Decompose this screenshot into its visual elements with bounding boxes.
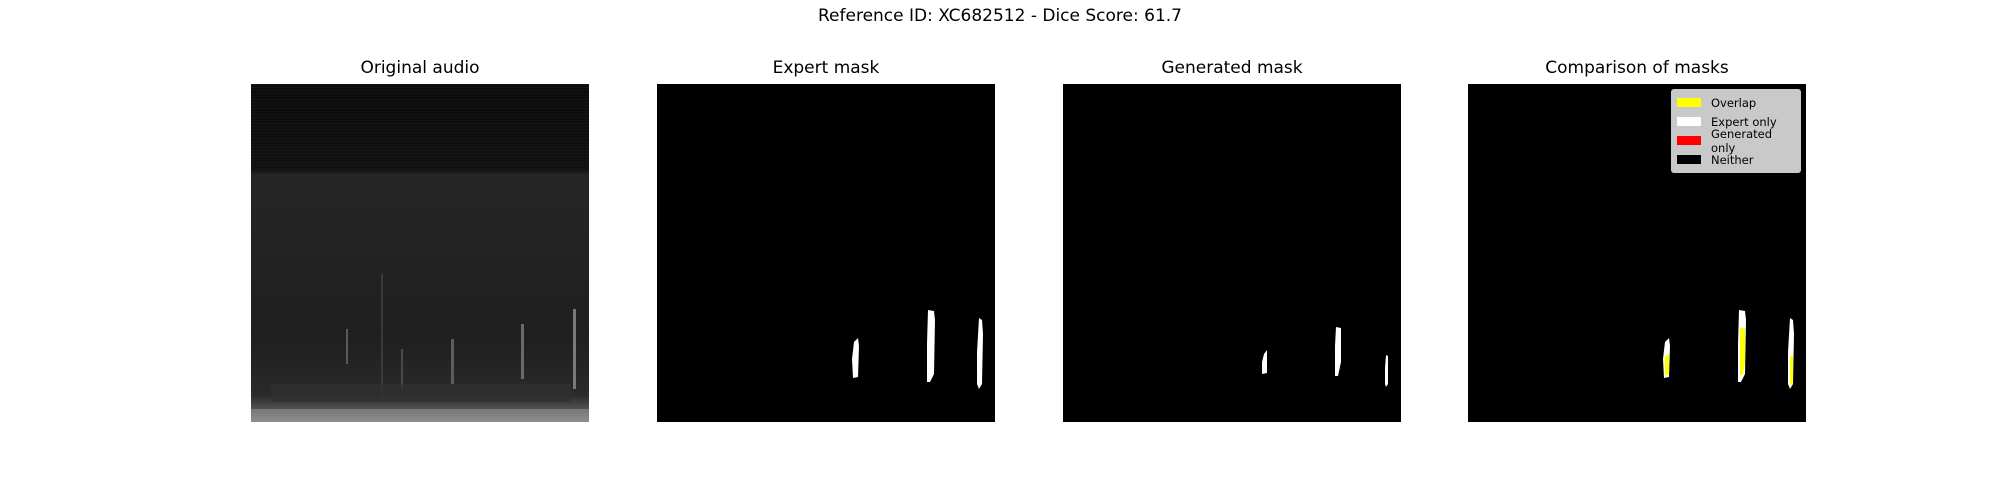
- panel-title-comparison: Comparison of masks: [1545, 58, 1729, 78]
- panel-title-original: Original audio: [360, 58, 480, 78]
- spectrogram-panel: [251, 84, 589, 422]
- panel-title-generated: Generated mask: [1161, 58, 1303, 78]
- generated-mask-region: [1385, 355, 1388, 387]
- legend-label: Expert only: [1711, 114, 1777, 129]
- legend-swatch-generated-only: [1677, 136, 1701, 145]
- generated-mask-region: [1335, 327, 1341, 376]
- legend-item-overlap: Overlap: [1677, 93, 1795, 112]
- legend-swatch-overlap: [1677, 98, 1701, 107]
- legend-label: Neither: [1711, 152, 1754, 167]
- legend: Overlap Expert only Generated only Neith…: [1671, 89, 1801, 173]
- generated-mask-region: [1262, 350, 1267, 374]
- panel-title-expert: Expert mask: [772, 58, 880, 78]
- spectrogram-image: [251, 84, 589, 422]
- legend-label: Generated only: [1711, 126, 1773, 155]
- legend-swatch-expert-only: [1677, 117, 1701, 126]
- comparison-mask-panel: Overlap Expert only Generated only Neith…: [1468, 84, 1806, 422]
- expert-mask-panel: [657, 84, 995, 422]
- overlap-region: [1740, 328, 1745, 376]
- legend-label: Overlap: [1711, 95, 1757, 110]
- overlap-region: [1790, 356, 1793, 386]
- expert-mask-region: [927, 310, 935, 382]
- generated-mask-panel: [1063, 84, 1401, 422]
- legend-swatch-neither: [1677, 155, 1701, 164]
- legend-item-expert-only: Expert only: [1677, 112, 1795, 131]
- generated-mask-image: [1063, 84, 1401, 422]
- legend-item-neither: Neither: [1677, 150, 1795, 169]
- expert-mask-region: [852, 338, 859, 378]
- overlap-region: [1665, 354, 1669, 376]
- expert-mask-image: [657, 84, 995, 422]
- legend-item-generated-only: Generated only: [1677, 127, 1795, 155]
- figure-suptitle: Reference ID: XC682512 - Dice Score: 61.…: [818, 6, 1182, 26]
- expert-mask-region: [977, 318, 983, 389]
